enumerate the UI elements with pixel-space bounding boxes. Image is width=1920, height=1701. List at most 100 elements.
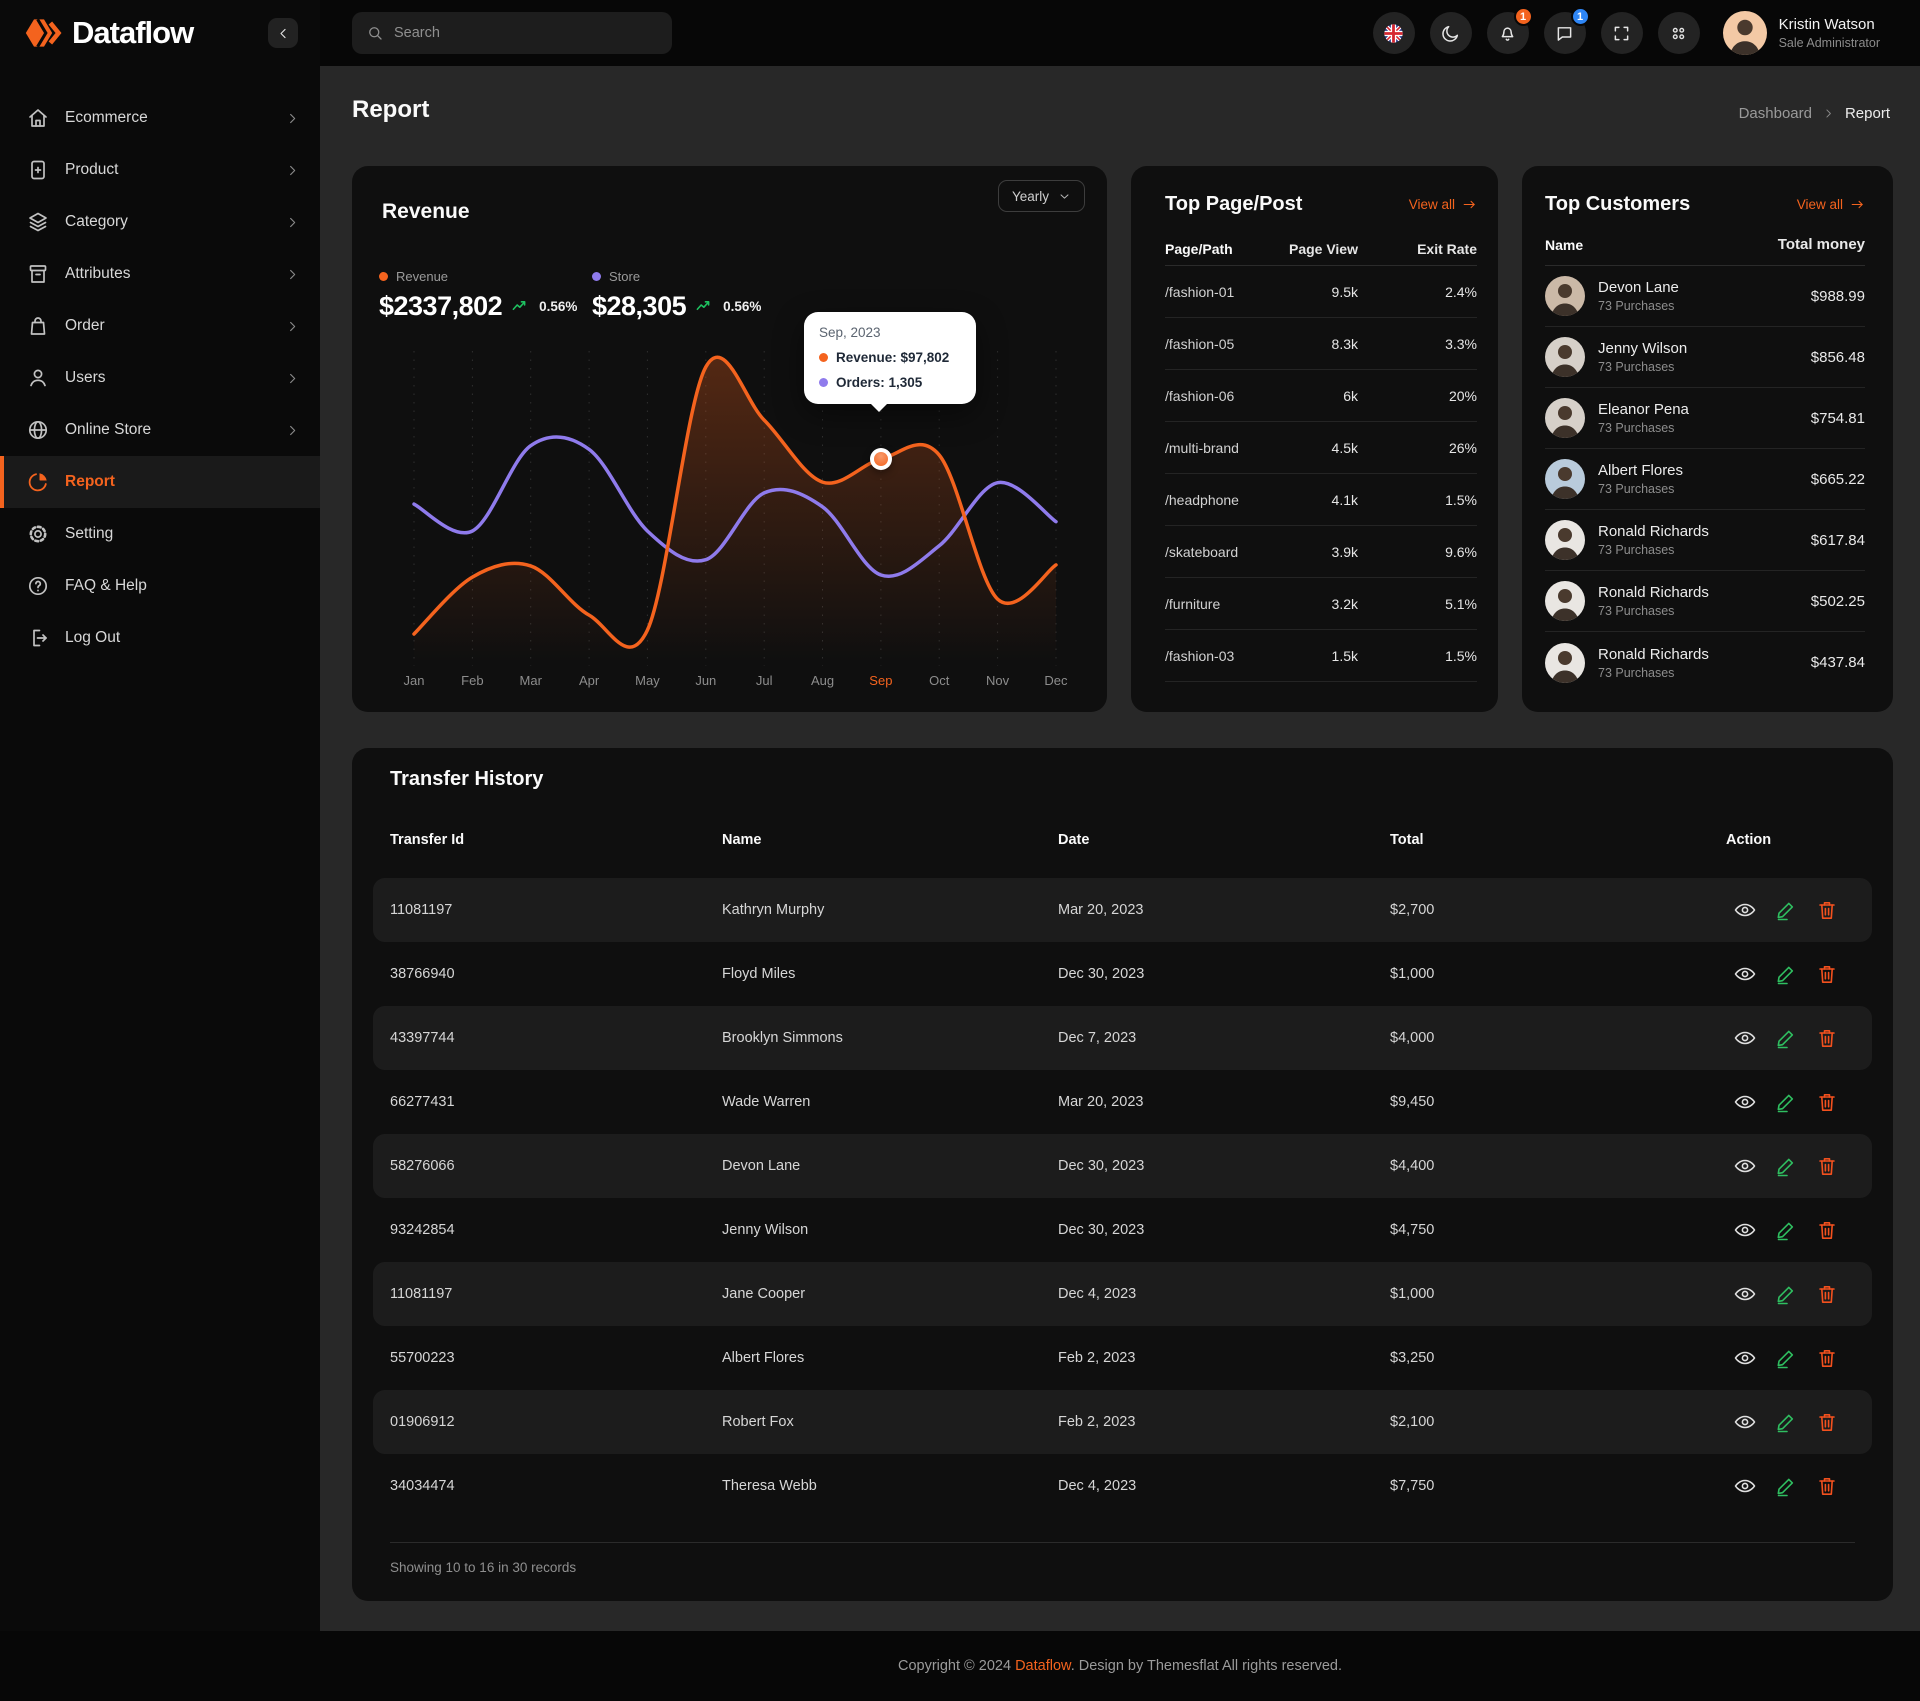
delete-button[interactable] — [1815, 962, 1839, 986]
delete-button[interactable] — [1815, 898, 1839, 922]
sidebar-item-attributes[interactable]: Attributes — [0, 248, 320, 300]
table-footer-divider — [390, 1542, 1855, 1543]
view-button[interactable] — [1733, 1218, 1757, 1242]
edit-button[interactable] — [1774, 1282, 1798, 1306]
edit-button[interactable] — [1774, 962, 1798, 986]
delete-button[interactable] — [1815, 1346, 1839, 1370]
delete-button[interactable] — [1815, 1410, 1839, 1434]
transfer-total: $4,400 — [1390, 1158, 1435, 1174]
sidebar-item-label: Order — [65, 317, 105, 334]
delete-button[interactable] — [1815, 1218, 1839, 1242]
sidebar-item-report[interactable]: Report — [0, 456, 320, 508]
sidebar-item-category[interactable]: Category — [0, 196, 320, 248]
column-header: Name — [1545, 236, 1584, 253]
delete-button[interactable] — [1815, 1282, 1839, 1306]
customer-total: $665.22 — [1810, 470, 1865, 488]
customer-purchases: 73 Purchases — [1598, 299, 1675, 313]
month-label: Mar — [519, 673, 542, 688]
eye-icon — [1733, 1346, 1757, 1370]
arrow-right-icon — [1462, 197, 1477, 212]
transfer-id: 93242854 — [390, 1222, 455, 1238]
sidebar-item-setting[interactable]: Setting — [0, 508, 320, 560]
page-views: 4.1k — [1331, 491, 1358, 508]
logo[interactable]: Dataflow — [0, 0, 320, 66]
edit-button[interactable] — [1774, 1026, 1798, 1050]
transfer-date: Mar 20, 2023 — [1058, 1094, 1144, 1110]
customer-total: $988.99 — [1810, 287, 1865, 305]
customer-row: Devon Lane 73 Purchases $988.99 — [1545, 266, 1865, 327]
user-profile[interactable]: Kristin Watson Sale Administrator — [1722, 11, 1880, 55]
trash-icon — [1815, 962, 1839, 986]
exit-rate: 1.5% — [1445, 491, 1477, 508]
sidebar-item-faq-help[interactable]: FAQ & Help — [0, 560, 320, 612]
transfer-id: 55700223 — [390, 1350, 455, 1366]
uk-flag-button[interactable] — [1372, 12, 1415, 54]
sidebar-item-users[interactable]: Users — [0, 352, 320, 404]
exit-rate: 1.5% — [1445, 647, 1477, 664]
breadcrumb-dashboard-link[interactable]: Dashboard — [1738, 105, 1812, 122]
transfer-row: 93242854 Jenny Wilson Dec 30, 2023 $4,750 — [373, 1198, 1872, 1262]
revenue-card: Revenue Yearly Revenue $2337,802 0.56% Stor… — [352, 166, 1107, 712]
edit-icon — [1774, 1474, 1798, 1498]
view-button[interactable] — [1733, 1410, 1757, 1434]
edit-button[interactable] — [1774, 1090, 1798, 1114]
chat-button[interactable]: 1 — [1543, 7, 1590, 54]
chevron-right-icon — [285, 163, 300, 178]
sidebar-item-order[interactable]: Order — [0, 300, 320, 352]
view-button[interactable] — [1733, 962, 1757, 986]
top-customers-view-all-link[interactable]: View all — [1797, 197, 1865, 212]
edit-button[interactable] — [1774, 1154, 1798, 1178]
period-select[interactable]: Yearly — [997, 180, 1085, 212]
grid-apps-button[interactable] — [1657, 12, 1700, 54]
column-header: Page/Path — [1165, 240, 1233, 257]
view-button[interactable] — [1733, 1346, 1757, 1370]
delete-button[interactable] — [1815, 1474, 1839, 1498]
transfer-date: Dec 4, 2023 — [1058, 1286, 1137, 1302]
chevron-right-icon — [285, 267, 300, 282]
sidebar-item-log-out[interactable]: Log Out — [0, 612, 320, 664]
breadcrumb: Dashboard Report — [1739, 105, 1890, 122]
view-button[interactable] — [1733, 898, 1757, 922]
eye-icon — [1733, 1282, 1757, 1306]
search-input[interactable] — [394, 25, 658, 41]
sidebar-collapse-button[interactable] — [268, 18, 298, 48]
edit-button[interactable] — [1774, 1410, 1798, 1434]
delete-button[interactable] — [1815, 1026, 1839, 1050]
transfer-name: Wade Warren — [722, 1094, 811, 1110]
bell-button[interactable]: 1 — [1486, 7, 1533, 54]
sidebar-item-product[interactable]: Product — [0, 144, 320, 196]
sidebar-item-label: Online Store — [65, 421, 152, 438]
breadcrumb-current: Report — [1844, 105, 1890, 122]
month-label: Oct — [929, 673, 950, 688]
page-views: 9.5k — [1331, 283, 1358, 300]
fullscreen-button[interactable] — [1600, 12, 1643, 54]
top-page-row: /fashion-05 8.3k 3.3% — [1165, 318, 1477, 370]
view-button[interactable] — [1733, 1474, 1757, 1498]
month-label: Nov — [986, 673, 1010, 688]
delete-button[interactable] — [1815, 1154, 1839, 1178]
transfer-id: 34034474 — [390, 1478, 455, 1494]
top-pages-view-all-link[interactable]: View all — [1409, 197, 1477, 212]
sidebar-item-online-store[interactable]: Online Store — [0, 404, 320, 456]
moon-button[interactable] — [1429, 12, 1472, 54]
edit-button[interactable] — [1774, 898, 1798, 922]
footer-brand-link[interactable]: Dataflow — [1015, 1658, 1071, 1674]
customer-total: $754.81 — [1810, 409, 1865, 427]
view-button[interactable] — [1733, 1282, 1757, 1306]
edit-button[interactable] — [1774, 1474, 1798, 1498]
avatar — [1722, 11, 1767, 55]
sidebar-item-ecommerce[interactable]: Ecommerce — [0, 92, 320, 144]
view-button[interactable] — [1733, 1026, 1757, 1050]
delete-button[interactable] — [1815, 1090, 1839, 1114]
revenue-card-title: Revenue — [382, 200, 470, 223]
edit-button[interactable] — [1774, 1218, 1798, 1242]
chevron-right-icon — [285, 319, 300, 334]
transfer-row: 58276066 Devon Lane Dec 30, 2023 $4,400 — [373, 1134, 1872, 1198]
edit-icon — [1774, 1218, 1798, 1242]
view-button[interactable] — [1733, 1154, 1757, 1178]
eye-icon — [1733, 1154, 1757, 1178]
view-button[interactable] — [1733, 1090, 1757, 1114]
edit-icon — [1774, 1410, 1798, 1434]
top-pages-title: Top Page/Post — [1165, 192, 1303, 215]
edit-button[interactable] — [1774, 1346, 1798, 1370]
